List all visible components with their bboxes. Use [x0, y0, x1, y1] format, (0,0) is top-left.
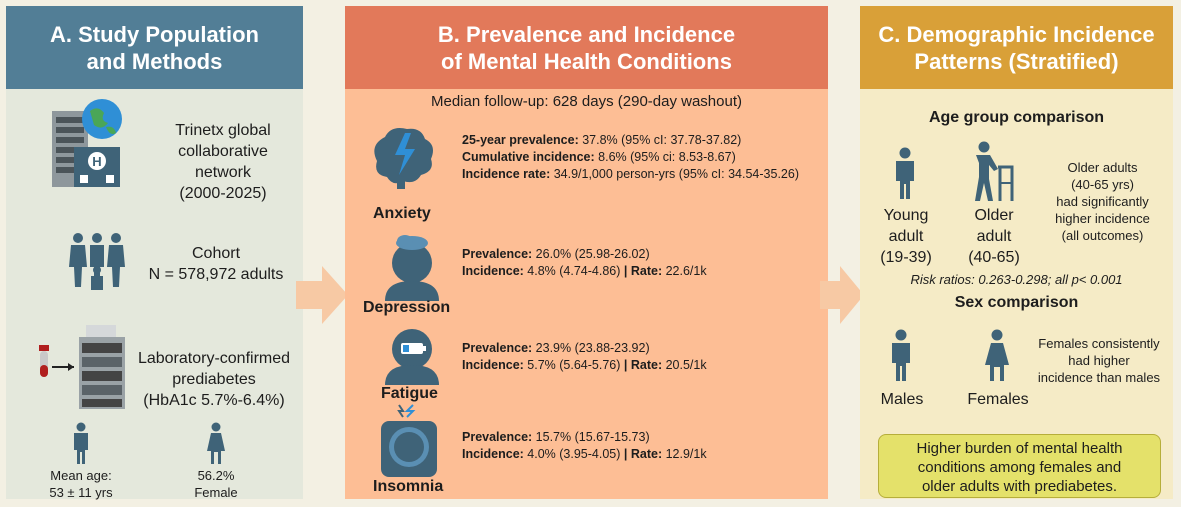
network-line1: Trinetx global: [175, 122, 271, 139]
anxiety-incidence-rate: Incidence rate: 34.9/1,000 person-yrs (9…: [462, 167, 799, 181]
panel-b-title-line1: B. Prevalence and Incidence: [437, 21, 736, 47]
depression-incidence: Incidence: 4.8% (4.74-4.86) | Rate: 22.6…: [462, 264, 707, 278]
panel-c-body: Age group comparison Young adult (19-39) O…: [860, 89, 1173, 499]
lab-line1: Laboratory-confirmed: [137, 350, 291, 367]
lab-line3: (HbA1c 5.7%-6.4%): [143, 392, 285, 409]
anxiety-prevalence: 25-year prevalence: 37.8% (95% cI: 37.78…: [462, 133, 742, 147]
panel-a-header: A. Study Population and Methods: [6, 6, 303, 89]
panel-a-title-line1: A. Study Population: [50, 21, 259, 47]
older-adult-walker-icon: [975, 141, 1014, 201]
cohort-line1: Cohort: [191, 245, 241, 262]
family-icon: [69, 233, 125, 290]
lab-label: Laboratory-confirmed prediabetes (HbA1c …: [129, 348, 299, 411]
older-adult-label: Older adult (40-65): [968, 207, 1020, 266]
male-icon: [892, 329, 910, 381]
depression-head-icon: [385, 235, 439, 301]
insomnia-head-icon: [381, 404, 437, 477]
mean-age-value: 53 ± 11 yrs: [49, 485, 113, 500]
depression-prevalence: Prevalence: 26.0% (25.98-26.02): [462, 247, 650, 261]
network-line2: collaborative network: [178, 143, 268, 181]
condition-insomnia-label: Insomnia: [373, 478, 444, 495]
fatigue-prevalence: Prevalence: 23.9% (23.88-23.92): [462, 341, 650, 355]
male-person-icon: [74, 422, 88, 464]
network-label: Trinetx global collaborative network (20…: [148, 120, 298, 204]
sex-comparison-heading: Sex comparison: [954, 294, 1079, 311]
followup-text: Median follow-up: 628 days (290-day wash…: [430, 93, 742, 110]
panel-b-title-line2: of Mental Health Conditions: [441, 48, 732, 74]
cohort-label: Cohort N = 578,972 adults: [136, 243, 296, 285]
older-adults-note: Older adults (40-65 yrs) had significantly…: [1055, 160, 1150, 243]
lab-analyzer-icon: [39, 325, 125, 409]
panel-a-title-line2: and Methods: [86, 48, 223, 74]
conclusion-line3: older adults with prediabetes.: [921, 478, 1118, 495]
mean-age-line1: Mean age:: [50, 468, 112, 483]
insomnia-incidence: Incidence: 4.0% (3.95-4.05) | Rate: 12.9…: [462, 447, 707, 461]
female-icon: [985, 329, 1009, 381]
insomnia-prevalence: Prevalence: 15.7% (15.67-15.73): [462, 430, 650, 444]
females-label: Females: [967, 391, 1029, 408]
conclusion-line2: conditions among females and: [917, 459, 1122, 476]
young-adult-icon: [896, 147, 914, 199]
panel-demographic-patterns: C. Demographic Incidence Patterns (Strati…: [860, 6, 1173, 499]
female-pct-value: 56.2%: [197, 468, 235, 483]
females-note: Females consistently had higher incidence …: [1037, 336, 1161, 385]
arrow-b-to-c: [820, 266, 864, 324]
males-label: Males: [880, 391, 924, 408]
anxiety-cumulative-incidence: Cumulative incidence: 8.6% (95% ci: 8.53…: [462, 150, 736, 164]
anxiety-stats: 25-year prevalence: 37.8% (95% cI: 37.78…: [462, 132, 799, 183]
female-pct-line2: Female: [194, 485, 238, 500]
conclusion-line1: Higher burden of mental health: [916, 440, 1123, 457]
svg-text:H: H: [92, 154, 101, 169]
fatigue-battery-head-icon: [385, 329, 439, 385]
insomnia-stats: Prevalence: 15.7% (15.67-15.73) Incidenc…: [462, 429, 707, 463]
depression-stats: Prevalence: 26.0% (25.98-26.02) Incidenc…: [462, 246, 707, 280]
female-person-icon: [207, 422, 225, 464]
condition-depression-label: Depression: [363, 299, 451, 316]
panel-b-header: B. Prevalence and Incidence of Mental Hea…: [345, 6, 828, 89]
fatigue-incidence: Incidence: 5.7% (5.64-5.76) | Rate: 20.5…: [462, 358, 707, 372]
condition-fatigue-label: Fatigue: [381, 385, 438, 402]
cohort-size: N = 578,972 adults: [148, 266, 284, 283]
conclusion-box: Higher burden of mental health condition…: [878, 434, 1161, 498]
female-pct-label: 56.2% Female: [166, 467, 266, 501]
anxiety-brain-icon: [374, 128, 433, 189]
risk-ratios-text: Risk ratios: 0.263-0.298; all p< 0.001: [910, 272, 1123, 287]
network-line3: (2000-2025): [179, 185, 267, 202]
lab-line2: prediabetes: [172, 371, 256, 388]
arrow-a-to-b: [296, 266, 348, 324]
condition-anxiety-label: Anxiety: [373, 205, 431, 222]
panel-c-title-line1: C. Demographic Incidence: [878, 21, 1155, 47]
hospital-globe-icon: H: [52, 99, 122, 187]
panel-c-title-line2: Patterns (Stratified): [914, 48, 1119, 74]
panel-c-header: C. Demographic Incidence Patterns (Strati…: [860, 6, 1173, 89]
fatigue-stats: Prevalence: 23.9% (23.88-23.92) Incidenc…: [462, 340, 707, 374]
panel-a-body: H Trinetx global collaborative network (…: [6, 89, 303, 501]
panel-study-population: A. Study Population and Methods H Trinetx…: [6, 6, 303, 501]
young-adult-label: Young adult (19-39): [880, 207, 932, 266]
age-comparison-heading: Age group comparison: [928, 109, 1105, 126]
panel-prevalence-incidence: B. Prevalence and Incidence of Mental Hea…: [345, 6, 828, 499]
panel-b-body: Median follow-up: 628 days (290-day wash…: [345, 89, 828, 499]
mean-age-label: Mean age: 53 ± 11 yrs: [26, 467, 136, 501]
